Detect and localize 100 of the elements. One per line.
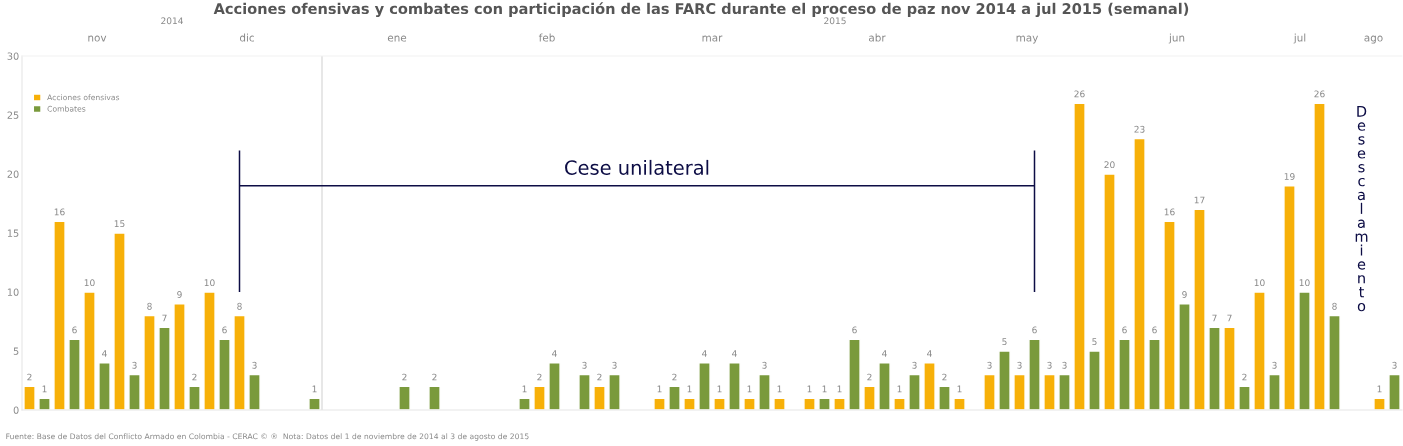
data-label: 8 bbox=[147, 302, 152, 310]
data-label: 9 bbox=[1182, 291, 1187, 298]
text: dic bbox=[239, 33, 254, 42]
annotation: Cese unilateral bbox=[565, 159, 709, 175]
text: may bbox=[1016, 35, 1039, 44]
bar bbox=[128, 373, 141, 410]
bar bbox=[1298, 291, 1311, 410]
bar bbox=[1178, 303, 1191, 410]
bar bbox=[1058, 373, 1071, 410]
data-label: 1 bbox=[897, 385, 902, 393]
data-label: 8 bbox=[237, 302, 242, 310]
data-label: 2 bbox=[192, 373, 197, 381]
data-label: 23 bbox=[1134, 125, 1145, 133]
bar bbox=[68, 338, 81, 410]
bar bbox=[728, 362, 741, 410]
bar bbox=[83, 291, 96, 410]
data-label: 3 bbox=[582, 361, 587, 369]
bar bbox=[653, 397, 666, 410]
data-label: 1 bbox=[657, 385, 662, 393]
bar bbox=[893, 397, 906, 410]
data-label: 20 bbox=[1104, 161, 1115, 169]
data-label: 4 bbox=[102, 350, 107, 357]
data-label: 16 bbox=[1164, 208, 1175, 216]
bar bbox=[998, 350, 1011, 410]
data-label: 3 bbox=[252, 361, 257, 369]
bar bbox=[1268, 373, 1281, 410]
bar bbox=[818, 397, 831, 410]
y-tick-label: 0 bbox=[13, 406, 19, 414]
data-label: 3 bbox=[987, 361, 992, 369]
text: abr bbox=[868, 33, 886, 42]
data-label: 10 bbox=[1299, 279, 1310, 287]
data-label: 3 bbox=[1062, 361, 1067, 369]
bar bbox=[923, 362, 936, 410]
y-tick-label: 5 bbox=[13, 347, 19, 355]
bar bbox=[1043, 373, 1056, 410]
text: ago bbox=[1364, 35, 1383, 44]
data-label: 4 bbox=[732, 350, 737, 357]
bar bbox=[833, 397, 846, 410]
bar bbox=[38, 397, 51, 410]
bar bbox=[398, 385, 411, 410]
bar bbox=[953, 397, 966, 410]
bar bbox=[668, 385, 681, 410]
text: Desescalamiento bbox=[1355, 106, 1368, 312]
bar bbox=[1103, 173, 1116, 410]
bar bbox=[158, 326, 171, 410]
data-label: 6 bbox=[1152, 326, 1157, 334]
bar bbox=[218, 338, 231, 410]
data-label: 3 bbox=[912, 361, 917, 369]
data-label: 2 bbox=[27, 373, 32, 381]
data-label: 6 bbox=[72, 326, 77, 334]
data-label: 5 bbox=[1002, 338, 1007, 346]
bar bbox=[848, 338, 861, 410]
data-label: 3 bbox=[1017, 361, 1022, 369]
bar bbox=[1118, 338, 1131, 410]
bar bbox=[758, 373, 771, 410]
bar bbox=[143, 314, 156, 410]
bar bbox=[308, 397, 321, 410]
data-label: 6 bbox=[852, 326, 857, 334]
bar bbox=[983, 373, 996, 410]
data-label: 16 bbox=[54, 208, 65, 216]
data-label: 3 bbox=[1272, 361, 1277, 369]
bar bbox=[878, 362, 891, 410]
bar bbox=[23, 385, 36, 410]
y-tick-label: 25 bbox=[7, 111, 19, 119]
text: 2014 bbox=[161, 17, 183, 25]
y-tick-label: 20 bbox=[7, 170, 19, 178]
data-label: 1 bbox=[717, 385, 722, 393]
bar bbox=[1133, 137, 1146, 410]
y-tick-label: 10 bbox=[7, 288, 19, 296]
data-label: 1 bbox=[957, 385, 962, 393]
data-label: 3 bbox=[1392, 361, 1397, 369]
bar bbox=[548, 362, 561, 410]
bar bbox=[1208, 326, 1221, 410]
text: 2015 bbox=[824, 17, 846, 25]
data-label: 26 bbox=[1314, 90, 1325, 98]
data-label: 4 bbox=[702, 350, 707, 357]
bar bbox=[1148, 338, 1161, 410]
data-label: 3 bbox=[132, 361, 137, 369]
data-label: 9 bbox=[177, 291, 182, 298]
bar bbox=[233, 314, 246, 410]
text: jul bbox=[1293, 33, 1306, 44]
data-label: 1 bbox=[522, 385, 527, 393]
data-label: 2 bbox=[867, 373, 872, 381]
data-label: 7 bbox=[162, 314, 167, 322]
data-label: 7 bbox=[1227, 314, 1232, 322]
data-label: 10 bbox=[204, 279, 215, 287]
data-label: 1 bbox=[777, 385, 782, 393]
data-label: 1 bbox=[837, 385, 842, 393]
bar bbox=[113, 232, 126, 410]
data-label: 1 bbox=[312, 385, 317, 393]
bar bbox=[683, 397, 696, 410]
data-label: 1 bbox=[1377, 385, 1382, 393]
bar bbox=[1088, 350, 1101, 410]
text: ene bbox=[387, 35, 407, 42]
bar bbox=[1013, 373, 1026, 410]
data-label: 2 bbox=[597, 373, 602, 381]
bar bbox=[803, 397, 816, 410]
bar bbox=[248, 373, 261, 410]
text: mar bbox=[702, 35, 723, 42]
bar bbox=[98, 362, 111, 410]
